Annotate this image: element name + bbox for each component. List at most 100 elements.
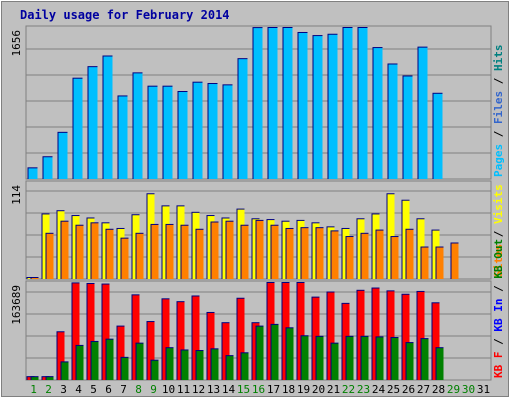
legend-entry: Sites [492, 244, 505, 277]
legend-entry: Visits [492, 184, 505, 224]
bar-kb-out [31, 377, 39, 380]
bar-hits [223, 85, 233, 179]
x-tick-label: 29 [447, 383, 460, 396]
bar-sites [136, 233, 144, 279]
bar-kb-out [391, 337, 399, 380]
bar-sites [346, 237, 354, 279]
bar-hits [43, 157, 53, 179]
bar-kb-f [297, 283, 305, 380]
bar-hits [148, 86, 158, 179]
bar-kb-f [132, 295, 140, 380]
bar-hits [253, 28, 263, 179]
legend-entry: / [492, 224, 505, 244]
bar-sites [121, 238, 129, 279]
x-tick-label: 12 [192, 383, 205, 396]
bar-sites [286, 228, 294, 279]
bar-kb-out [151, 360, 159, 380]
bar-kb-f [87, 283, 95, 380]
legend-entry: Files [492, 91, 505, 124]
bar-hits [88, 67, 98, 179]
bar-kb-out [301, 336, 309, 380]
y-max-label-1: 1656 [10, 30, 23, 57]
bar-hits [103, 56, 113, 179]
bar-hits [283, 28, 293, 179]
bar-sites [151, 224, 159, 279]
bar-sites [76, 225, 84, 279]
legend-panel-1: Pages / Files / Hits [492, 45, 505, 178]
y-max-label-2: 114 [10, 185, 23, 205]
bar-kb-out [361, 336, 369, 380]
legend-entry: / [492, 279, 505, 299]
bar-hits [403, 76, 413, 179]
bar-kb-out [211, 349, 219, 380]
bar-sites [376, 230, 384, 279]
bar-sites [256, 220, 264, 279]
bar-hits [433, 93, 443, 179]
bar-kb-out [376, 337, 384, 380]
x-tick-label: 1 [30, 383, 37, 396]
x-tick-label: 8 [135, 383, 142, 396]
x-tick-label: 31 [477, 383, 490, 396]
bar-sites [46, 233, 54, 279]
daily-usage-chart: 1656 Pages / Files / Hits 114 Sites / Visit… [10, 25, 505, 396]
x-tick-label: 20 [312, 383, 325, 396]
bar-kb-f [357, 290, 365, 380]
bar-sites [406, 229, 414, 279]
bar-kb-out [271, 324, 279, 380]
bar-sites [211, 222, 219, 279]
legend-panel-2: Sites / Visits [492, 184, 505, 277]
bar-kb-out [331, 343, 339, 380]
bar-kb-f [102, 284, 110, 380]
bar-hits [328, 34, 338, 179]
bar-hits [238, 59, 248, 180]
x-tick-label: 6 [105, 383, 112, 396]
x-tick-label: 5 [90, 383, 97, 396]
x-tick-label: 28 [432, 383, 445, 396]
bar-kb-f [177, 302, 185, 380]
bar-hits [418, 47, 428, 180]
x-tick-label: 7 [120, 383, 127, 396]
bar-sites [361, 233, 369, 279]
bar-hits [163, 86, 173, 179]
bar-hits [268, 28, 278, 179]
bar-hits [313, 36, 323, 180]
bar-sites [436, 247, 444, 279]
legend-entry: / [492, 332, 505, 352]
legend-panel-3: KB F / KB In / KB Out [492, 239, 505, 378]
bar-kb-out [136, 343, 144, 380]
bar-kb-f [162, 299, 170, 380]
bar-sites [391, 237, 399, 279]
legend-entry: / [492, 124, 505, 144]
x-tick-label: 24 [372, 383, 386, 396]
bar-kb-f [192, 296, 200, 380]
bar-kb-f [432, 303, 440, 380]
x-tick-label: 4 [75, 383, 82, 396]
bar-sites [241, 225, 249, 279]
x-tick-label: 27 [417, 383, 430, 396]
bar-hits [28, 168, 38, 179]
bar-hits [58, 132, 68, 179]
x-tick-label: 19 [297, 383, 310, 396]
bar-kb-f [207, 312, 215, 380]
bar-sites [271, 225, 279, 279]
bar-kb-f [117, 326, 125, 380]
bar-kb-out [421, 339, 429, 380]
bar-sites [301, 228, 309, 279]
x-tick-label: 3 [60, 383, 67, 396]
x-tick-label: 22 [342, 383, 355, 396]
x-tick-label: 26 [402, 383, 415, 396]
bar-hits [343, 28, 353, 179]
x-tick-label: 25 [387, 383, 400, 396]
legend-entry: KB F [492, 352, 505, 379]
bar-sites [421, 247, 429, 279]
y-max-label-3: 163689 [10, 285, 23, 325]
bar-hits [373, 48, 383, 179]
bar-hits [388, 64, 398, 179]
x-tick-label: 17 [267, 383, 280, 396]
bar-kb-out [256, 326, 264, 380]
bar-hits [133, 73, 143, 179]
bar-kb-out [436, 348, 444, 380]
bar-kb-out [286, 328, 294, 380]
bar-sites [196, 229, 204, 279]
bar-hits [298, 32, 308, 180]
